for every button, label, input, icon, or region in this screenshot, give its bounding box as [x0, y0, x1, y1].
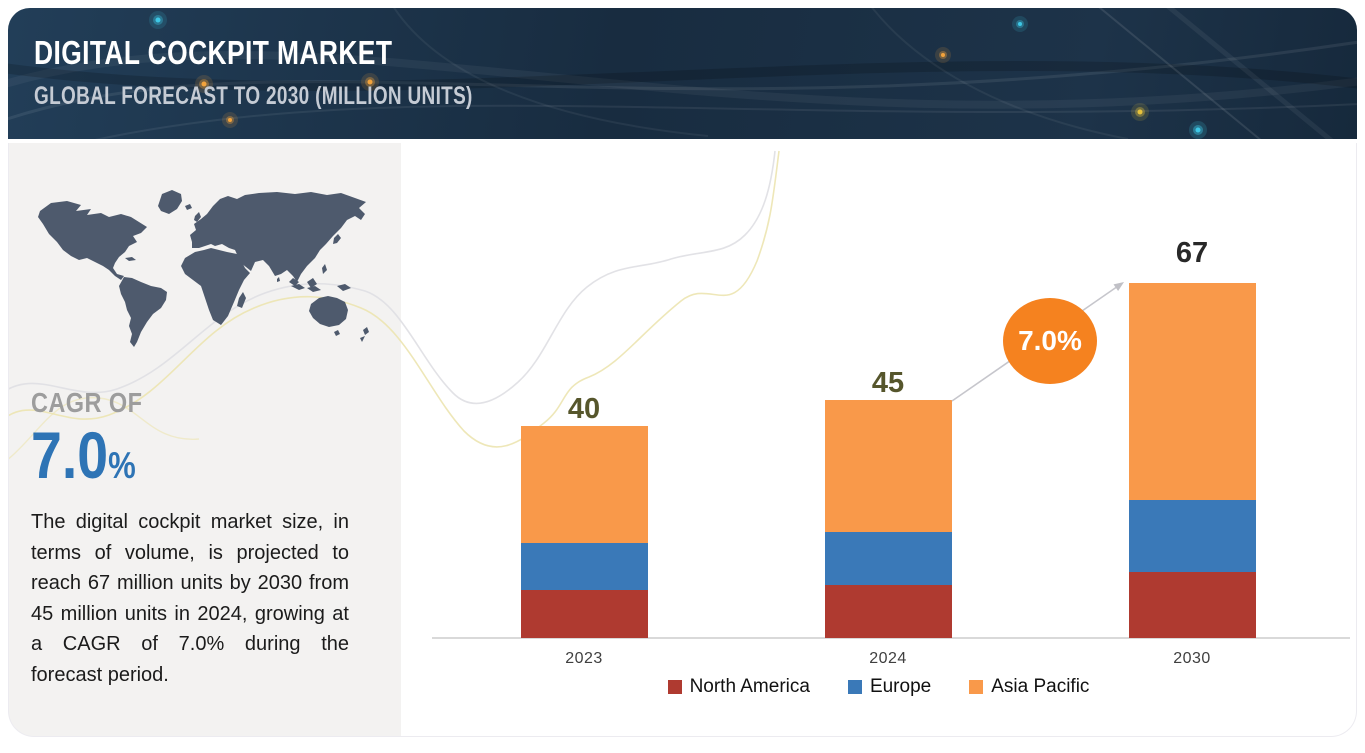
glow-dot-yellow [1131, 103, 1149, 121]
cagr-number: 7.0 [31, 418, 109, 492]
bar-total-label-2030: 67 [1175, 236, 1209, 269]
header-network-decoration [8, 8, 1357, 139]
australia [309, 296, 348, 327]
bar-total-label-2024: 45 [871, 366, 905, 399]
legend-item-north-america: North America [667, 676, 810, 698]
legend-swatch [969, 680, 984, 694]
legend-label: Asia Pacific [991, 676, 1090, 697]
sulawesi [307, 286, 321, 292]
legend-label: North America [689, 676, 810, 697]
madagascar [237, 292, 246, 308]
north-america [38, 201, 147, 280]
sri-lanka [277, 277, 280, 282]
market-description: The digital cockpit market size, in term… [31, 511, 349, 686]
chart-legend: North America Europe Asia Pacific [401, 676, 1356, 698]
greenland [158, 190, 182, 214]
world-map [38, 190, 369, 347]
bar-segment-asia-pacific-2030 [1128, 282, 1256, 501]
tasmania [334, 330, 340, 336]
legend-swatch [667, 680, 682, 694]
x-tick-label-2030: 2030 [1173, 650, 1211, 667]
body-card: CAGR OF 7.0% The digital cockpit market … [8, 143, 1357, 737]
glow-dot-cyan [1012, 16, 1028, 32]
new-zealand [360, 327, 369, 342]
glow-dot-cyan [1189, 121, 1207, 139]
stacked-bar-chart: 40 2023 45 2024 67 2030 7.0% North America Eur… [401, 143, 1356, 736]
bar-total-label-2023: 40 [567, 393, 601, 425]
cagr-percent-sign: % [108, 445, 136, 486]
bar-segment-north-america-2023 [520, 590, 648, 638]
legend-item-asia-pacific: Asia Pacific [969, 676, 1089, 698]
bar-segment-asia-pacific-2024 [824, 399, 952, 532]
bar-segment-north-america-2024 [824, 585, 952, 638]
x-tick-label-2023: 2023 [565, 650, 603, 667]
bar-segment-europe-2030 [1128, 500, 1256, 572]
glow-dot-orange [195, 75, 213, 93]
legend-item-europe: Europe [847, 676, 932, 698]
x-axis-line [432, 637, 1350, 639]
report-subtitle: GLOBAL FORECAST TO 2030 (MILLION UNITS) [34, 82, 473, 110]
header-banner: DIGITAL COCKPIT MARKET GLOBAL FORECAST T… [8, 8, 1357, 139]
cagr-value: 7.0% [31, 422, 136, 488]
new-guinea [337, 284, 351, 291]
glow-dot-orange [935, 47, 951, 63]
java [291, 284, 305, 290]
glow-dot-orange [361, 73, 379, 91]
africa [181, 248, 250, 325]
legend-swatch [847, 680, 862, 694]
iceland [185, 204, 192, 210]
japan [333, 234, 341, 244]
glow-dot-cyan [149, 11, 167, 29]
cagr-label: CAGR OF [31, 387, 143, 418]
south-america [119, 277, 167, 347]
caribbean [125, 257, 136, 261]
cagr-growth-badge: 7.0% [1018, 325, 1082, 356]
glow-dot-orange [222, 112, 238, 128]
bar-segment-europe-2024 [824, 532, 952, 585]
x-tick-label-2024: 2024 [869, 650, 907, 667]
bar-segment-asia-pacific-2023 [520, 426, 648, 543]
bar-segment-north-america-2030 [1128, 571, 1256, 638]
report-title: DIGITAL COCKPIT MARKET [34, 34, 393, 71]
sidebar: CAGR OF 7.0% The digital cockpit market … [9, 143, 401, 736]
bar-segment-europe-2023 [520, 542, 648, 591]
philippines [322, 264, 327, 274]
legend-label: Europe [869, 676, 932, 697]
